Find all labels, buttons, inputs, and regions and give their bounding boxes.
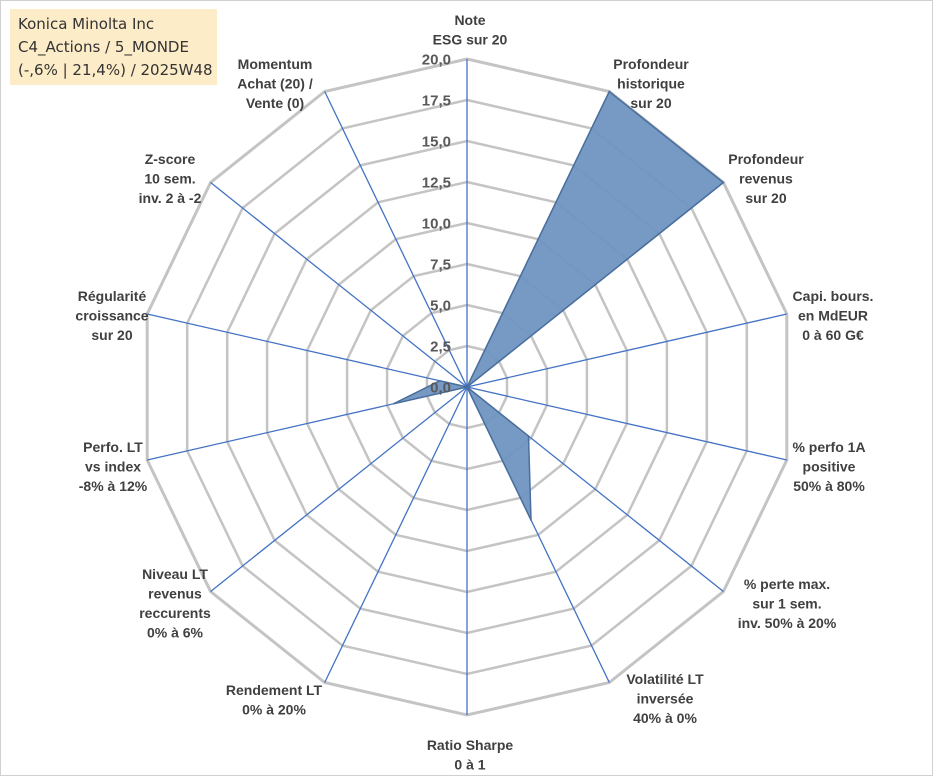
info-period: (-,6% | 21,4%) / 2025W48 (18, 61, 213, 79)
axis-label-line: sur 20 (630, 95, 671, 111)
axis-label-line: inv. 2 à -2 (139, 190, 202, 206)
axis-spoke (466, 313, 787, 388)
axis-label-line: sur 20 (745, 190, 786, 206)
axis-label-line: historique (617, 76, 685, 92)
axis-label-line: 40% à 0% (633, 710, 697, 726)
tick-label: 2,5 (430, 339, 451, 356)
axis-label: Profondeur revenus sur 20 (728, 151, 804, 206)
tick-label: 12,5 (422, 175, 451, 192)
axis-label: Momentum Achat (20) / Vente (0) (237, 56, 313, 111)
axis-label-line: 0% à 20% (242, 702, 306, 718)
series-point (527, 435, 530, 437)
tick-label: 5,0 (430, 298, 451, 315)
tick-label: 7,5 (430, 257, 451, 274)
axis-label: % perfo 1A positive 50% à 80% (792, 439, 865, 494)
axis-label-line: ESG sur 20 (433, 32, 508, 48)
radar-series (392, 90, 725, 521)
axis-label-line: 0% à 6% (147, 625, 204, 641)
axis-label-line: % perte max. (744, 576, 830, 592)
axis-label-line: Volatilité LT (626, 671, 704, 687)
axis-spoke (147, 313, 468, 388)
axis-label: Capi. bours. en MdEUR 0 à 60 G€ (793, 288, 874, 343)
axis-label: Z-score 10 sem. inv. 2 à -2 (139, 151, 202, 206)
axis-label-line: croissance (75, 308, 148, 324)
tick-label: 17,5 (422, 93, 451, 110)
series-point (392, 403, 395, 405)
series-point (530, 519, 532, 521)
axis-label: Note ESG sur 20 (433, 12, 508, 48)
axis-label-line: Niveau LT (142, 566, 208, 582)
axis-label-line: -8% à 12% (79, 478, 148, 494)
axis-label-line: Note (454, 12, 485, 28)
tick-label: 15,0 (422, 134, 451, 151)
axis-label-line: Rendement LT (226, 682, 323, 698)
axis-label: Volatilité LT inversée 40% à 0% (626, 671, 704, 726)
axis-label-line: vs index (85, 459, 141, 475)
axis-label-line: inv. 50% à 20% (738, 615, 837, 631)
series-area (393, 90, 725, 521)
series-point (439, 380, 441, 382)
axis-label-line: 0 à 60 G€ (802, 327, 864, 343)
axis-spoke (324, 386, 468, 683)
axis-label-line: Ratio Sharpe (427, 737, 514, 753)
axis-label: % perte max. sur 1 sem. inv. 50% à 20% (738, 576, 837, 631)
axis-label: Perfo. LT vs index -8% à 12% (79, 439, 148, 494)
tick-label: 20,0 (422, 52, 451, 69)
axis-spoke (210, 181, 468, 388)
radar-axis-labels: Note ESG sur 20 Profondeur historique sur 20… (75, 12, 873, 773)
axis-label-line: % perfo 1A (792, 439, 865, 455)
axis-label-line: 50% à 80% (793, 478, 865, 494)
axis-label-line: inversée (637, 691, 694, 707)
axis-label-line: revenus (148, 586, 202, 602)
series-point (608, 90, 611, 93)
axis-label-line: en MdEUR (798, 308, 868, 324)
axis-label-line: Momentum (238, 56, 313, 72)
axis-label: Ratio Sharpe 0 à 1 (427, 737, 514, 773)
axis-label-line: Achat (20) / (237, 76, 313, 92)
radar-tick-labels: 0,0 2,5 5,0 7,5 10,0 12,5 15,0 17,5 20,0 (422, 52, 451, 397)
axis-label-line: reccurents (139, 605, 211, 621)
info-company: Konica Minolta Inc (18, 15, 155, 33)
axis-label-line: Profondeur (728, 151, 804, 167)
axis-label: Régularité croissance sur 20 (75, 288, 148, 343)
axis-label-line: Régularité (78, 288, 147, 304)
axis-label-line: Z-score (145, 151, 196, 167)
axis-spoke (466, 386, 787, 461)
axis-label-line: Vente (0) (246, 95, 304, 111)
axis-label-line: sur 1 sem. (752, 596, 821, 612)
axis-label-line: Perfo. LT (83, 439, 143, 455)
axis-label-line: revenus (739, 171, 793, 187)
axis-label-line: sur 20 (91, 327, 132, 343)
info-box: Konica Minolta Inc C4_Actions / 5_MONDE … (10, 9, 217, 85)
axis-spoke (210, 386, 468, 593)
info-category: C4_Actions / 5_MONDE (18, 38, 189, 56)
axis-label-line: 0 à 1 (454, 757, 485, 773)
axis-label-line: positive (803, 459, 856, 475)
tick-label: 10,0 (422, 216, 451, 233)
axis-spoke (324, 91, 468, 388)
series-point (466, 386, 468, 388)
axis-label: Profondeur historique sur 20 (613, 56, 689, 111)
tick-label: 0,0 (430, 380, 451, 397)
axis-label-line: 10 sem. (144, 171, 195, 187)
axis-label-line: Profondeur (613, 56, 689, 72)
axis-label: Niveau LT revenus reccurents 0% à 6% (139, 566, 211, 641)
series-point (722, 181, 725, 184)
axis-label: Rendement LT 0% à 20% (226, 682, 323, 718)
axis-label-line: Capi. bours. (793, 288, 874, 304)
